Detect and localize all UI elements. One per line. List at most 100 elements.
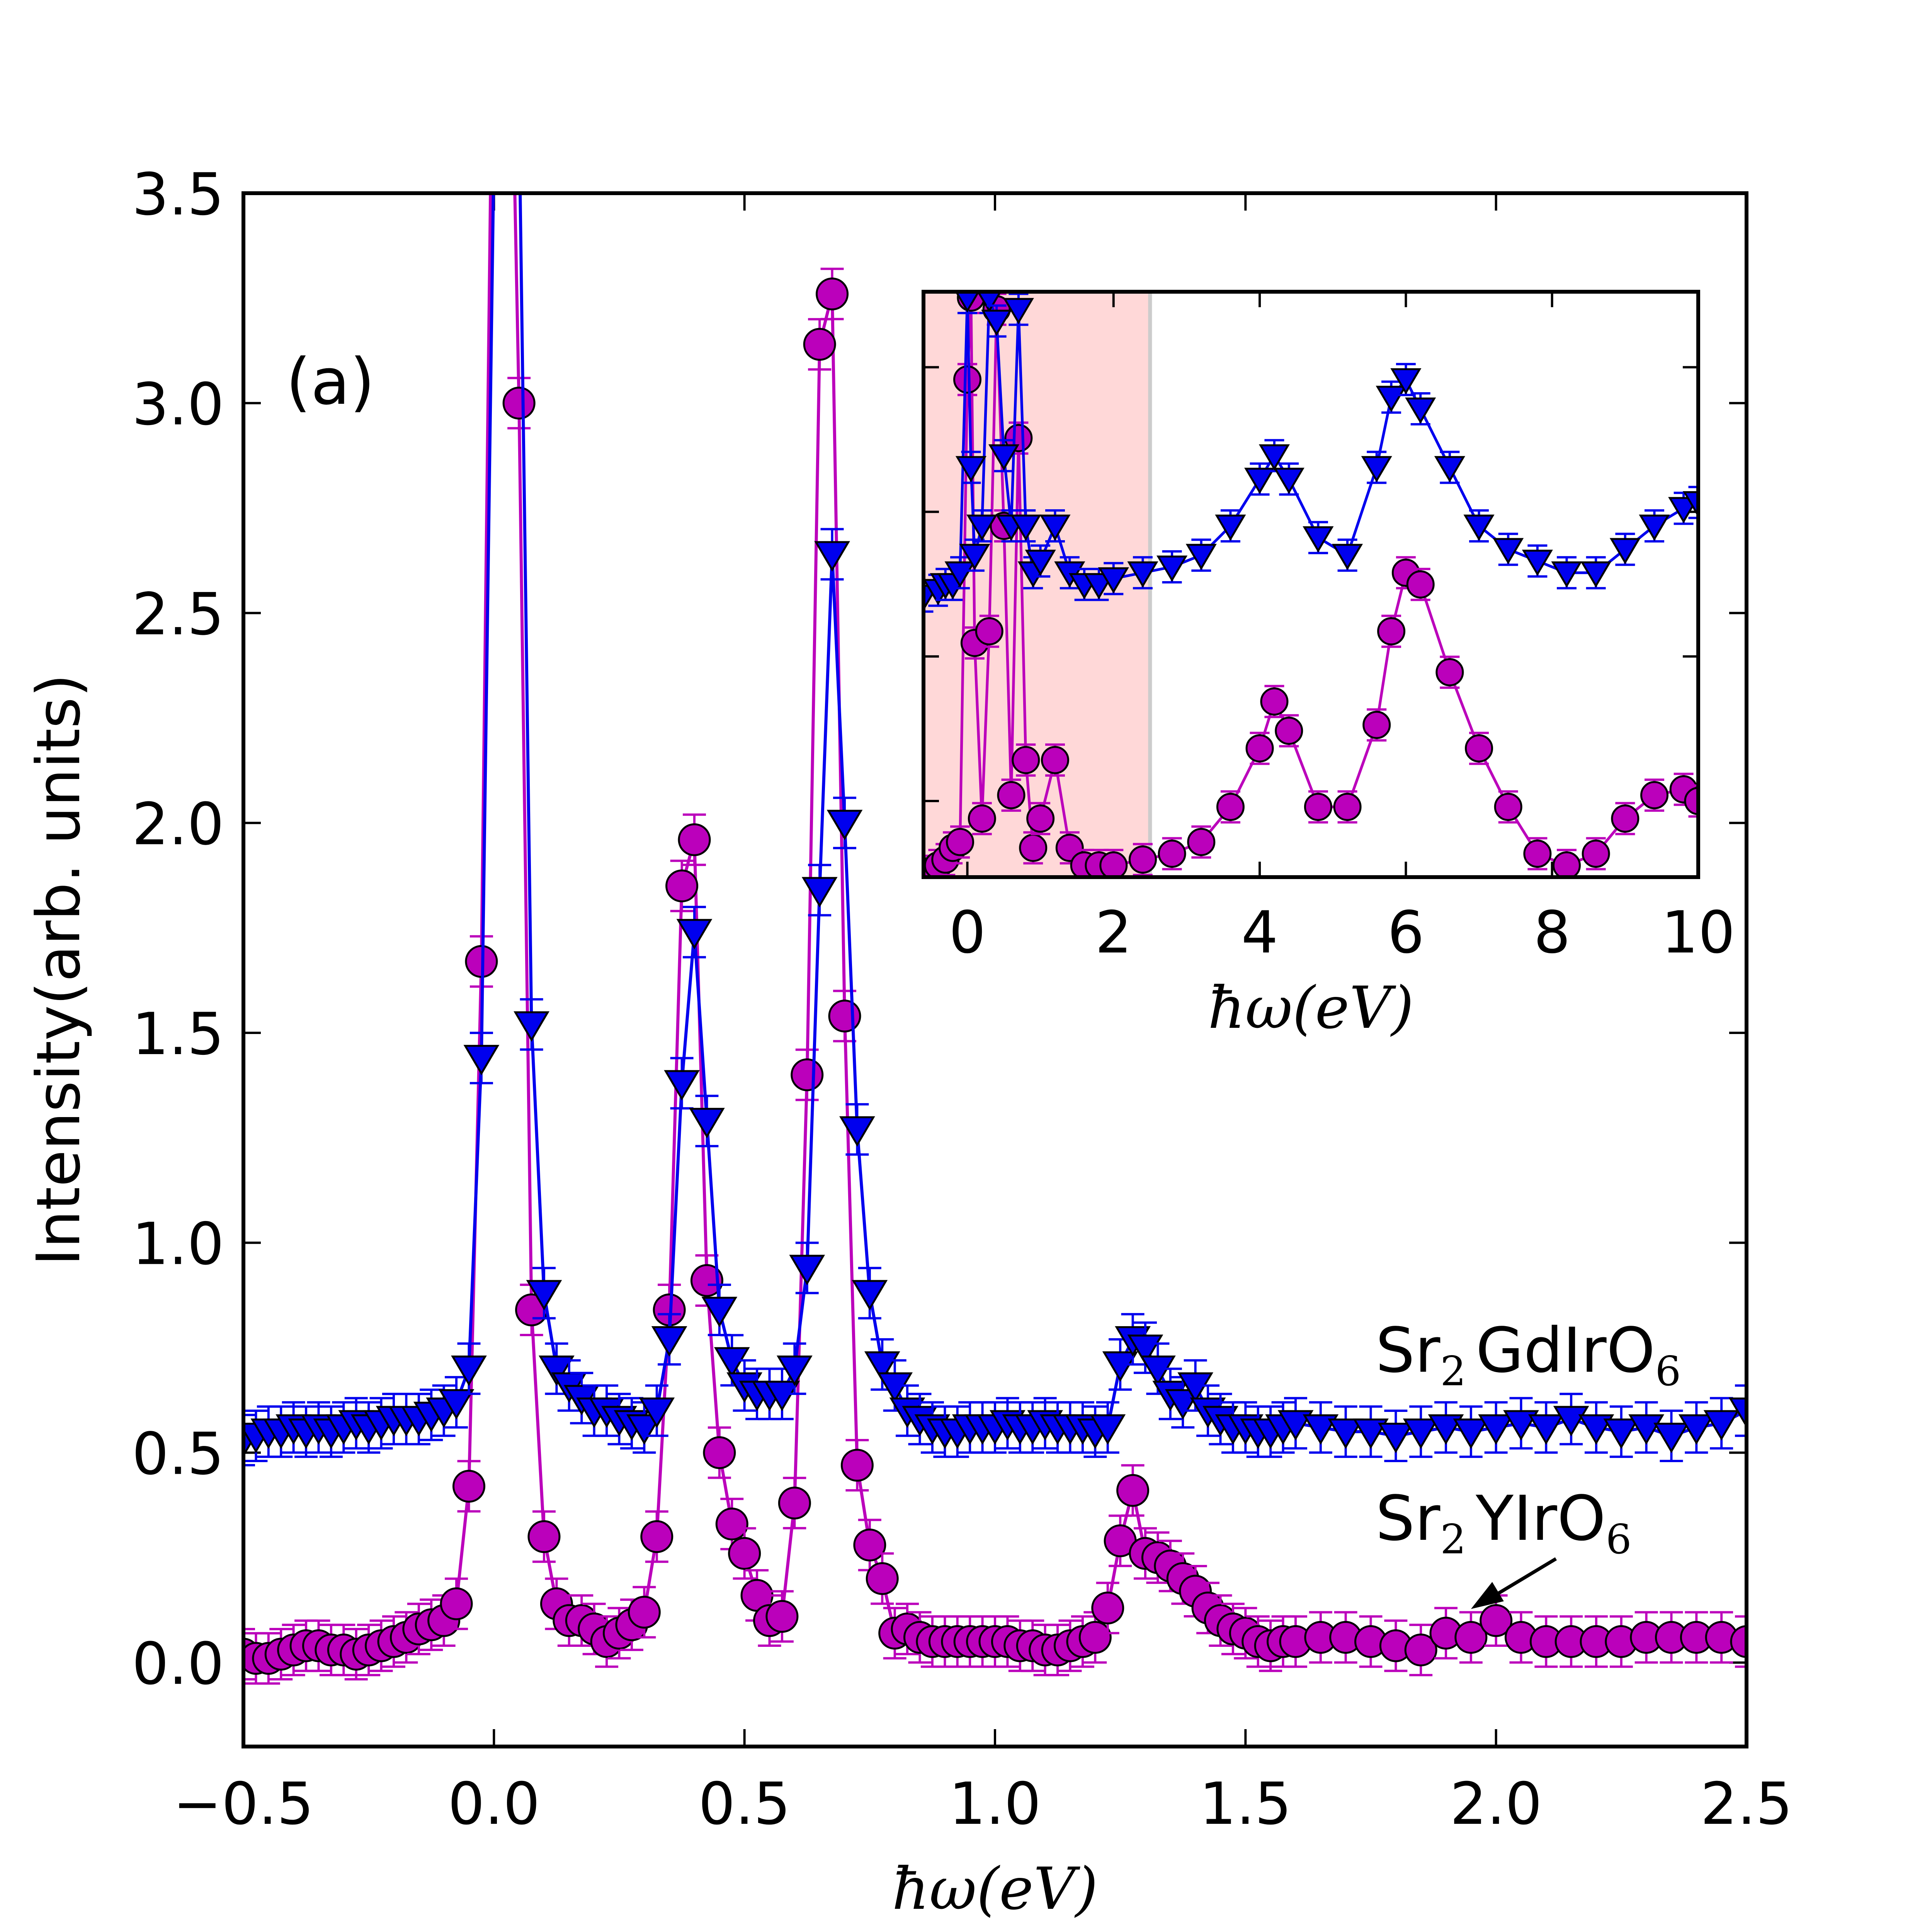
inset-x-tick-label: 4	[1241, 899, 1278, 966]
main-point-sr2gdiro6	[776, 1355, 813, 1386]
main-point-sr2yiro6	[628, 1595, 661, 1629]
annotation-arrow	[1471, 1557, 1557, 1609]
main-point-sr2yiro6	[803, 328, 836, 361]
inset-errorbar	[1688, 784, 1698, 818]
inset-point-sr2yiro6	[968, 804, 996, 833]
main-point-sr2yiro6	[1091, 1591, 1124, 1624]
x-tick-label: 2.5	[1701, 1770, 1793, 1838]
inset-point-sr2yiro6	[1026, 804, 1055, 833]
inset-point-sr2gdiro6	[1434, 456, 1465, 483]
main-point-sr2gdiro6	[1303, 1414, 1339, 1445]
main-series-group	[243, 0, 1747, 1685]
inset-point-sr2gdiro6	[955, 292, 980, 313]
inset-plot-frame	[922, 290, 1700, 879]
y-tick-label: 3.0	[132, 371, 224, 438]
inset-point-sr2yiro6	[953, 365, 981, 394]
inset-x-tick-label: 0	[949, 899, 986, 966]
label-gdiro: GdIrO	[1476, 1314, 1655, 1386]
main-point-sr2gdiro6	[1328, 1418, 1364, 1449]
inset-point-sr2yiro6	[1099, 851, 1128, 877]
inset-point-sr2gdiro6	[966, 514, 998, 541]
inset-x-tick-label: 10	[1662, 899, 1735, 966]
x-tick-label: 2.0	[1450, 1770, 1542, 1838]
inset-point-sr2gdiro6	[1010, 514, 1041, 541]
main-point-sr2yiro6	[527, 1520, 561, 1553]
inset-point-sr2gdiro6	[1639, 514, 1670, 541]
main-sr2yiro6	[243, 193, 1747, 1685]
inset-point-sr2gdiro6	[944, 561, 976, 588]
main-point-sr2gdiro6	[814, 541, 850, 572]
main-point-sr2yiro6	[1078, 1621, 1112, 1654]
main-point-sr2gdiro6	[1503, 1410, 1539, 1441]
series-label-sr2yiro6: Sr2 YIrO6	[1376, 1482, 1632, 1563]
label-sub-2: 2	[1440, 1348, 1466, 1395]
main-point-sr2yiro6	[452, 1469, 485, 1503]
main-point-sr2gdiro6	[1478, 1414, 1514, 1445]
inset-errorbar	[1688, 486, 1698, 519]
inset-point-sr2yiro6	[1640, 781, 1669, 810]
inset-point-sr2yiro6	[1128, 845, 1157, 874]
main-point-sr2gdiro6	[1428, 1414, 1464, 1445]
main-point-sr2gdiro6	[1277, 1410, 1314, 1441]
main-point-sr2gdiro6	[1553, 1406, 1589, 1437]
main-plot-frame	[242, 191, 1748, 1748]
main-point-sr2yiro6	[440, 1587, 473, 1621]
main-plot: −0.5 0.0 0.5 1.0 1.5 2.0 2.5 0.0 0.5 1.0 1.5 2.0 2.…	[24, 0, 1793, 1923]
main-errorbar	[507, 84, 531, 134]
inset-point-sr2gdiro6	[1244, 468, 1276, 494]
inset-point-sr2gdiro6	[1551, 561, 1582, 588]
main-point-sr2yiro6	[678, 823, 711, 856]
main-point-sr2yiro6	[1480, 1604, 1513, 1637]
inset-point-sr2yiro6	[1216, 793, 1245, 821]
inset-x-axis-label-text: ħω(eV)	[1208, 975, 1414, 1042]
main-point-sr2yiro6	[703, 1436, 736, 1469]
y-tick-label: 2.5	[132, 581, 224, 648]
main-point-sr2gdiro6	[827, 810, 863, 840]
annotation-arrow-shaft	[1487, 1557, 1557, 1601]
inset-point-sr2gdiro6	[1273, 468, 1304, 494]
main-errorbar	[1735, 1615, 1747, 1668]
main-point-sr2yiro6	[866, 1562, 899, 1595]
main-point-sr2yiro6	[791, 1058, 824, 1092]
main-errorbar	[243, 1628, 255, 1680]
inset-point-sr2gdiro6	[1003, 298, 1034, 325]
main-point-sr2yiro6	[502, 386, 536, 420]
main-point-sr2gdiro6	[651, 1326, 687, 1357]
inset-point-sr2yiro6	[1553, 851, 1581, 877]
inset-point-sr2gdiro6	[1215, 514, 1246, 541]
inset-point-sr2gdiro6	[1039, 514, 1071, 541]
y-tick-label: 0.5	[132, 1420, 224, 1488]
main-errorbar	[482, 126, 505, 176]
inset-x-tick-label: 6	[1388, 899, 1424, 966]
main-point-sr2gdiro6	[1453, 1418, 1489, 1449]
inset-point-sr2gdiro6	[1493, 538, 1524, 565]
main-point-sr2gdiro6	[852, 1280, 888, 1311]
x-axis-label-text: ħω(eV)	[892, 1855, 1098, 1923]
main-errorbar	[495, 0, 518, 9]
x-tick-label: 1.0	[949, 1770, 1041, 1838]
label-sub-6: 6	[1606, 1516, 1632, 1563]
label-sr: Sr	[1376, 1314, 1440, 1386]
inset-point-sr2gdiro6	[1156, 555, 1188, 582]
inset-point-sr2yiro6	[1304, 793, 1332, 821]
inset-point-sr2gdiro6	[1361, 456, 1392, 483]
main-point-sr2yiro6	[778, 1486, 811, 1520]
y-tick-label: 1.0	[132, 1211, 224, 1278]
inset-point-sr2yiro6	[1684, 787, 1698, 815]
inset-point-sr2yiro6	[1333, 793, 1362, 821]
x-tick-label: 1.5	[1199, 1770, 1292, 1838]
panel-label: (a)	[286, 345, 375, 419]
main-point-sr2gdiro6	[1090, 1414, 1126, 1445]
main-point-sr2gdiro6	[1578, 1414, 1614, 1445]
main-point-sr2gdiro6	[801, 877, 838, 908]
inset-point-sr2gdiro6	[981, 310, 1012, 336]
main-point-sr2gdiro6	[676, 919, 713, 950]
main-point-sr2yiro6	[816, 277, 849, 311]
inset-point-sr2yiro6	[1582, 839, 1610, 868]
main-y-tick-labels: 0.0 0.5 1.0 1.5 2.0 2.5 3.0 3.5	[132, 161, 224, 1698]
label-sr: Sr	[1376, 1482, 1440, 1554]
inset-point-sr2yiro6	[975, 617, 1003, 646]
inset-sr2gdiro6	[923, 292, 1698, 613]
inset-point-sr2gdiro6	[1405, 397, 1436, 424]
inset-point-sr2yiro6	[1523, 839, 1552, 868]
